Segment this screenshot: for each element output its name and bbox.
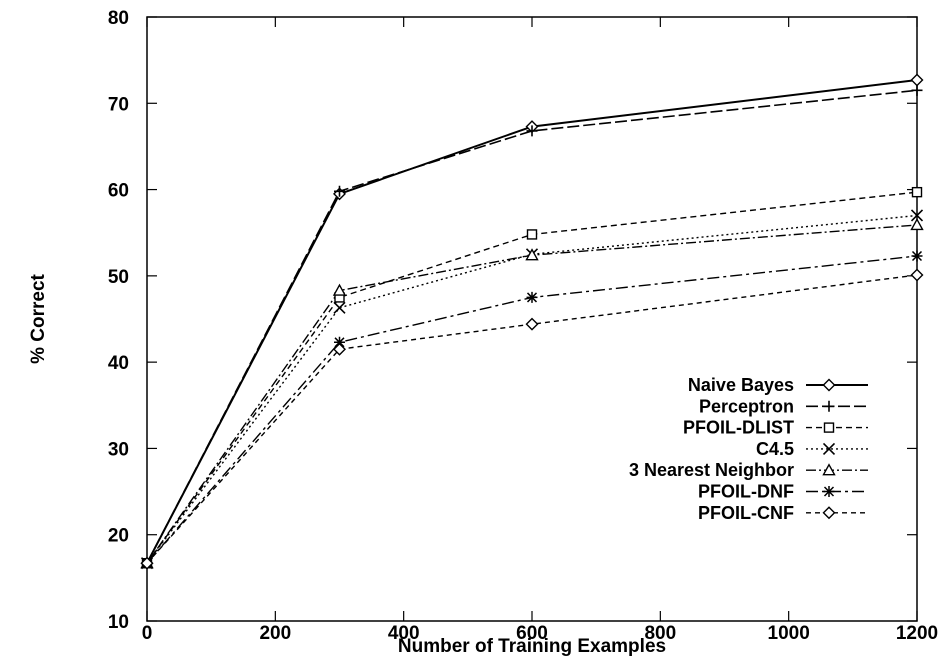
- legend-marker-triangle: [822, 463, 836, 476]
- x-tick-label: 1000: [768, 623, 810, 644]
- data-point-triangle: [332, 283, 347, 296]
- legend-label: PFOIL-DLIST: [683, 418, 794, 438]
- legend-label: Perceptron: [699, 396, 794, 416]
- x-tick-labels: 0 200 400 600 800 1000 1200: [142, 623, 938, 644]
- legend-marker-star: [823, 486, 835, 497]
- x-tick-label: 800: [644, 623, 676, 644]
- series-line-4: [146, 214, 918, 564]
- y-tick-label: 30: [108, 439, 129, 460]
- legend-label: 3 Nearest Neighbor: [629, 460, 794, 480]
- y-tick-labels: 10 20 30 40 50 60 70 80: [108, 8, 129, 633]
- data-point-star: [526, 291, 538, 303]
- legend-marker-diamond: [822, 378, 836, 392]
- legend-label: PFOIL-CNF: [698, 503, 794, 523]
- series-line-2: [146, 89, 918, 564]
- data-point-diamond: [333, 342, 346, 356]
- x-axis-label: Number of Training Examples: [398, 636, 666, 657]
- data-point-star: [911, 250, 923, 262]
- data-point-diamond: [910, 268, 924, 282]
- data-point-square: [911, 186, 923, 198]
- legend-label: Naive Bayes: [688, 375, 794, 395]
- data-point-square: [526, 229, 538, 240]
- legend-label: C4.5: [756, 439, 794, 459]
- data-point-plus: [526, 125, 538, 137]
- y-tick-label: 60: [108, 181, 129, 202]
- legend-marker-plus: [823, 400, 835, 412]
- series-markers: [140, 73, 924, 570]
- data-point-diamond: [140, 556, 154, 570]
- data-point-triangle: [910, 217, 924, 231]
- y-tick-label: 20: [108, 526, 129, 547]
- legend-marker-x: [822, 442, 836, 455]
- data-point-plus: [334, 185, 345, 197]
- data-point-diamond: [910, 73, 924, 87]
- y-tick-label: 50: [108, 267, 129, 288]
- data-point-plus: [911, 84, 923, 96]
- y-axis-label: % Correct: [28, 273, 49, 363]
- data-point-diamond: [525, 317, 539, 331]
- y-tick-label: 40: [108, 353, 129, 374]
- data-point-x: [910, 209, 924, 222]
- series-line-3: [146, 191, 918, 564]
- series-lines: [146, 78, 918, 564]
- x-tick-label: 600: [516, 623, 548, 644]
- x-tick-label: 200: [259, 623, 291, 644]
- legend-label: PFOIL-DNF: [698, 482, 794, 502]
- data-point-x: [333, 301, 346, 314]
- data-point-star: [334, 336, 345, 348]
- y-tick-label: 10: [108, 612, 129, 633]
- x-tick-label: 0: [142, 623, 153, 644]
- data-point-triangle: [525, 248, 539, 261]
- x-tick-label: 1200: [896, 623, 938, 644]
- x-tick-label: 400: [388, 623, 420, 644]
- y-tick-label: 80: [108, 8, 129, 29]
- series-line-6: [146, 255, 918, 564]
- legend-marker-diamond: [822, 506, 836, 520]
- y-tick-label: 70: [108, 94, 129, 115]
- series-line-7: [146, 274, 918, 564]
- legend-marker-square: [823, 422, 835, 433]
- series-line-5: [146, 224, 918, 564]
